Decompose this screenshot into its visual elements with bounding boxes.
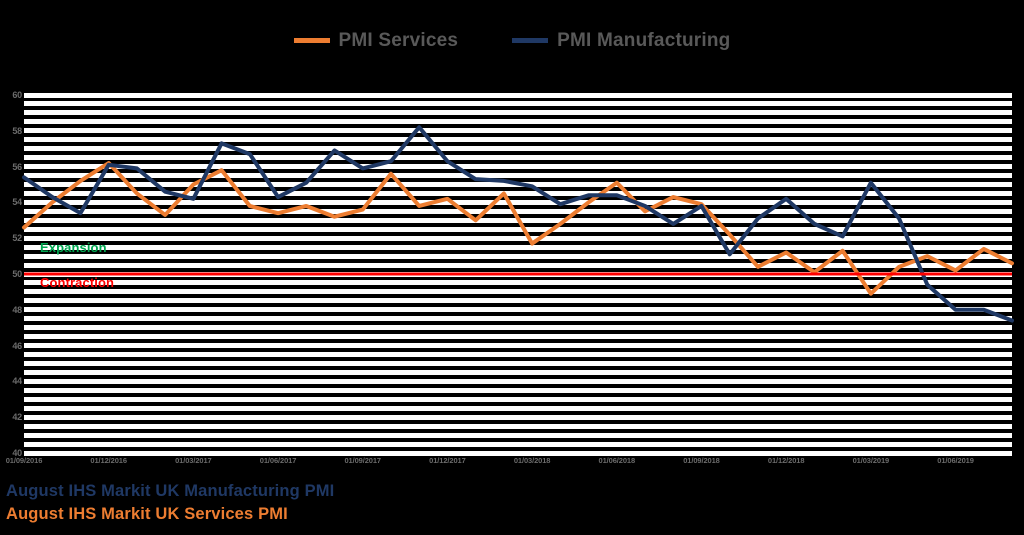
- x-axis: 01/09/2016 01/12/2016 01/03/2017 01/06/2017…: [6, 456, 1012, 472]
- y-axis-tick-label: 42: [12, 412, 22, 423]
- x-axis-tick-label: 01/06/2019: [937, 456, 974, 465]
- gridline: [24, 110, 1012, 116]
- y-axis: 60 58 56 54 52 50 48 46 44 42 40: [0, 90, 22, 458]
- y-axis-tick-label: 54: [12, 197, 22, 208]
- series-layer: [22, 125, 1014, 323]
- gridline: [24, 280, 1012, 286]
- x-axis-tick-label: 01/12/2017: [429, 456, 466, 465]
- caption-services: August IHS Markit UK Services PMI: [6, 505, 288, 524]
- gridline: [24, 387, 1012, 393]
- y-axis-tick-label: 40: [12, 448, 22, 458]
- y-axis-tick-label: 48: [12, 304, 22, 315]
- legend-label: PMI Manufacturing: [557, 29, 731, 51]
- gridline: [24, 226, 1012, 232]
- legend-item-pmi-services: PMI Services: [293, 29, 459, 51]
- chart-legend: PMI Services PMI Manufacturing: [0, 24, 1024, 56]
- y-axis-tick-label: 52: [12, 233, 22, 244]
- gridline: [24, 352, 1012, 358]
- gridline: [24, 164, 1012, 170]
- x-axis-tick-label: 01/09/2018: [683, 456, 720, 465]
- y-axis-tick-label: 44: [12, 376, 22, 387]
- gridline: [24, 369, 1012, 375]
- y-axis-tick-label: 58: [12, 125, 22, 136]
- y-axis-tick-label: 60: [12, 90, 22, 100]
- y-axis-tick-label: 46: [12, 340, 22, 351]
- y-axis-tick-label: 50: [12, 269, 22, 279]
- gridline: [24, 334, 1012, 340]
- series-line-pmi-manufacturing: [22, 125, 1014, 323]
- x-axis-tick-label: 01/12/2018: [767, 456, 805, 465]
- x-axis-tick-label: 01/03/2018: [513, 456, 551, 465]
- gridline: [24, 432, 1012, 438]
- gridline: [24, 190, 1012, 196]
- series-line-pmi-services: [22, 161, 1014, 296]
- y-axis-tick-label: 56: [12, 161, 22, 172]
- annotation-expansion: Expansion: [40, 240, 107, 255]
- gridline: [24, 244, 1012, 250]
- annotation-contraction: Contraction: [40, 275, 115, 290]
- gridline: [24, 307, 1012, 313]
- legend-item-pmi-manufacturing: PMI Manufacturing: [512, 31, 730, 50]
- gridline: [24, 325, 1012, 331]
- gridline: [24, 101, 1012, 107]
- gridline: [24, 146, 1012, 152]
- gridline: [24, 208, 1012, 214]
- gridline: [24, 414, 1012, 420]
- gridline: [24, 441, 1012, 447]
- gridline: [24, 173, 1012, 179]
- gridline: [24, 378, 1012, 384]
- legend-label: PMI Services: [338, 29, 459, 51]
- x-axis-tick-label: 01/03/2017: [175, 456, 212, 465]
- gridline: [24, 253, 1012, 259]
- x-axis-tick-label: 01/06/2017: [259, 456, 297, 465]
- gridline: [24, 298, 1012, 304]
- line-swatch-icon: [512, 37, 549, 43]
- gridline: [24, 199, 1012, 205]
- x-axis-tick-label: 01/03/2019: [852, 456, 890, 465]
- gridline: [24, 450, 1012, 456]
- gridline: [24, 343, 1012, 349]
- plot-area: [22, 92, 1014, 456]
- line-swatch-icon: [293, 37, 330, 43]
- gridline: [24, 155, 1012, 161]
- gridline: [24, 137, 1012, 143]
- gridline: [24, 423, 1012, 429]
- gridline: [24, 289, 1012, 295]
- x-axis-tick-label: 01/09/2017: [344, 456, 382, 465]
- x-axis-tick-label: 01/09/2016: [5, 456, 43, 465]
- chart-captions: August IHS Markit UK Manufacturing PMI A…: [6, 480, 334, 527]
- gridline: [24, 396, 1012, 402]
- x-axis-tick-label: 01/06/2018: [598, 456, 636, 465]
- gridline: [24, 235, 1012, 241]
- caption-manufacturing: August IHS Markit UK Manufacturing PMI: [6, 482, 335, 500]
- x-axis-tick-label: 01/12/2016: [90, 456, 127, 465]
- gridline: [24, 128, 1012, 134]
- gridline: [24, 119, 1012, 125]
- gridline: [24, 361, 1012, 366]
- gridline: [24, 405, 1012, 411]
- gridline: [24, 262, 1012, 268]
- gridline: [24, 316, 1012, 322]
- gridline: [24, 92, 1012, 98]
